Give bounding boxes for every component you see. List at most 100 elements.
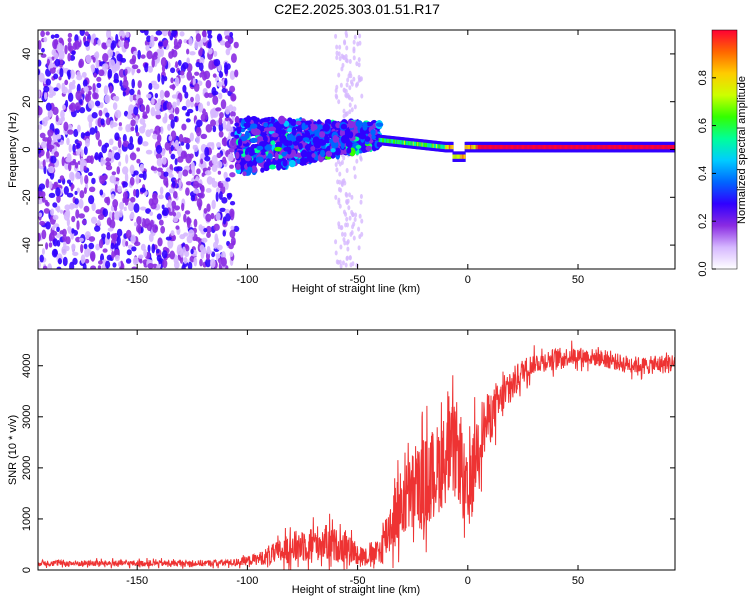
heatmap-cell (528, 144, 531, 150)
heatmap-cell (310, 124, 318, 131)
heatmap-cell (338, 259, 342, 265)
heatmap-cell (114, 132, 120, 141)
heatmap-cell (38, 106, 43, 116)
heatmap-cell (79, 175, 84, 185)
heatmap-cell (137, 135, 143, 145)
heatmap-cell (109, 175, 116, 184)
heatmap-cell (471, 144, 474, 150)
heatmap-cell (157, 171, 162, 177)
heatmap-y-tick-label: -40 (21, 237, 33, 253)
heatmap-cell (355, 158, 359, 164)
heatmap-cell (266, 158, 271, 166)
heatmap-cell (626, 144, 629, 150)
heatmap-cell (53, 248, 58, 257)
heatmap-cell (247, 148, 255, 154)
heatmap-cell (124, 172, 129, 183)
heatmap-cell (378, 137, 381, 143)
heatmap-cell (163, 176, 169, 187)
heatmap-cell (274, 146, 283, 152)
heatmap-cell (449, 144, 452, 150)
heatmap-cell (177, 59, 182, 66)
heatmap-cell (69, 261, 75, 269)
heatmap-cell (38, 232, 41, 242)
heatmap-cell (413, 141, 417, 146)
heatmap-cell (588, 144, 591, 150)
heatmap-cell (183, 213, 187, 223)
heatmap-cell (348, 109, 352, 115)
heatmap-cell (350, 96, 354, 102)
heatmap-cell (118, 261, 122, 268)
heatmap-cell (581, 144, 584, 150)
heatmap-cell (637, 144, 640, 150)
heatmap-cell (145, 149, 153, 155)
heatmap-cell (180, 249, 184, 258)
heatmap-cell (211, 164, 218, 172)
heatmap-cell (651, 144, 655, 150)
heatmap-cell (558, 144, 561, 150)
heatmap-cell (426, 142, 429, 148)
heatmap-cell (572, 144, 575, 150)
heatmap-cell (435, 144, 439, 149)
heatmap-cell (76, 71, 81, 78)
heatmap-cell (131, 78, 136, 89)
snr-y-tick-label: 3000 (21, 405, 33, 429)
heatmap-cell (658, 144, 661, 150)
heatmap-cell (40, 141, 47, 149)
heatmap-cell (114, 254, 120, 262)
heatmap-cell (48, 242, 53, 248)
heatmap-cell (129, 135, 134, 145)
heatmap-cell (210, 109, 214, 119)
heatmap-cell (640, 144, 644, 150)
heatmap-cell (346, 239, 350, 245)
heatmap-cell (139, 206, 147, 211)
heatmap-cell (180, 70, 185, 76)
heatmap-cell (133, 106, 139, 116)
heatmap-cell (38, 89, 41, 99)
heatmap-cell (346, 198, 350, 204)
heatmap-cell (231, 106, 237, 112)
heatmap-cell (334, 33, 338, 39)
heatmap-cell (260, 167, 265, 173)
heatmap-cell (262, 136, 268, 142)
heatmap-cell (88, 195, 95, 205)
heatmap-cell (644, 144, 647, 150)
heatmap-cell (211, 181, 219, 188)
heatmap-cell (66, 137, 70, 146)
heatmap-cell (202, 247, 207, 255)
heatmap-cell (79, 237, 84, 242)
heatmap-cell (115, 33, 119, 44)
heatmap-cell (169, 250, 175, 260)
heatmap-cell (204, 111, 208, 121)
heatmap-cell (51, 56, 55, 61)
heatmap-cell (110, 233, 117, 240)
heatmap-cell (78, 60, 83, 69)
heatmap-cell (604, 144, 607, 150)
heatmap-cell (390, 139, 393, 144)
heatmap-cell (344, 92, 348, 98)
heatmap-cell (418, 142, 421, 147)
heatmap-cell (548, 144, 551, 150)
heatmap-cell (130, 119, 136, 127)
snr-frame (37, 329, 676, 571)
heatmap-cell (112, 262, 117, 268)
heatmap-cell (271, 132, 279, 138)
heatmap-cell (123, 110, 129, 117)
heatmap-cell (532, 144, 536, 150)
heatmap-cell (347, 205, 351, 211)
heatmap-cell (347, 120, 356, 129)
heatmap-cell (151, 243, 156, 254)
heatmap-cell (97, 265, 102, 269)
heatmap-cell (64, 44, 68, 55)
heatmap-cell (668, 144, 671, 150)
heatmap-cell (124, 198, 129, 206)
heatmap-x-tick-label: 0 (465, 274, 471, 286)
heatmap-cell (40, 30, 45, 38)
heatmap-cell (515, 144, 518, 150)
heatmap-cell (345, 45, 349, 51)
heatmap-cell (320, 149, 326, 158)
heatmap-cell (205, 258, 211, 268)
heatmap-cell (624, 144, 627, 150)
heatmap-cell (345, 222, 349, 228)
heatmap-cell (235, 151, 240, 160)
heatmap-cell (38, 72, 45, 83)
